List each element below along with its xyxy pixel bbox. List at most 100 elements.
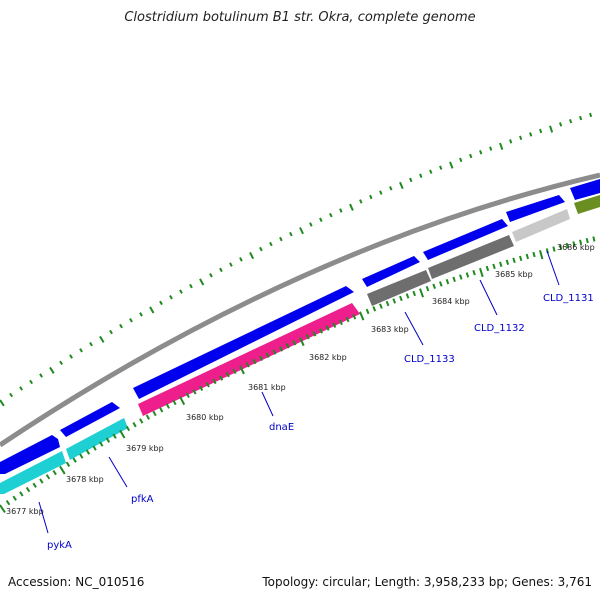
scale-tick — [112, 433, 117, 439]
outer-tick — [239, 257, 243, 262]
gene-label-leaders — [38, 250, 560, 534]
scale-tick — [479, 267, 484, 278]
scale-tick — [379, 303, 383, 309]
gene-pfkA[interactable] — [66, 418, 128, 460]
map-title: Clostridium botulinum B1 str. Okra, comp… — [124, 10, 476, 25]
scale-tick — [445, 278, 450, 285]
outer-tick — [319, 217, 323, 223]
scale-label: 3681 kbp — [248, 383, 286, 392]
outer-tick — [209, 273, 213, 278]
gene-label-CLD-1133[interactable]: CLD_1133 — [404, 354, 455, 365]
leader-dnaE — [261, 391, 274, 417]
scale-tick — [372, 306, 377, 312]
scale-tick — [205, 382, 210, 388]
scale-tick — [392, 298, 397, 304]
gene-arrow-forward-1[interactable] — [0, 435, 60, 474]
gene-pykA[interactable] — [0, 451, 66, 494]
scale-tick — [105, 437, 111, 443]
outer-tick — [459, 157, 463, 163]
scale-tick — [152, 410, 157, 417]
accession-label: Accession: NC_010516 — [8, 575, 145, 589]
scale-tick-ring — [0, 236, 596, 514]
scale-tick — [412, 290, 416, 297]
scale-label: 3686 kbp — [557, 243, 595, 252]
forward-strand-genes — [0, 179, 600, 474]
scale-tick — [332, 322, 337, 328]
gene-label-CLD-1131[interactable]: CLD_1131 — [543, 293, 594, 304]
scale-tick — [25, 486, 31, 493]
outer-tick — [139, 312, 143, 317]
scale-tick — [472, 270, 476, 276]
leader-CLD-1133 — [404, 311, 424, 346]
scale-tick — [199, 385, 204, 392]
scale-tick — [72, 457, 77, 463]
leader-CLD-1132 — [479, 279, 498, 316]
scale-label: 3680 kbp — [186, 413, 224, 422]
scale-tick — [465, 272, 470, 278]
gene-arrow-forward-4[interactable] — [362, 256, 420, 287]
outer-tick — [69, 354, 73, 359]
outer-tick — [189, 283, 193, 289]
scale-tick — [259, 355, 264, 362]
gene-CLD-1132[interactable] — [428, 235, 514, 279]
scale-tick — [5, 500, 11, 506]
outer-tick — [349, 203, 354, 211]
outer-tick — [389, 186, 393, 191]
scale-tick — [79, 453, 84, 459]
scale-tick — [539, 250, 544, 260]
scale-tick — [405, 293, 410, 299]
outer-tick — [549, 125, 554, 133]
gene-label-pfkA[interactable]: pfkA — [131, 494, 154, 505]
outer-tick — [569, 118, 573, 124]
scale-tick — [339, 319, 343, 326]
gene-arrow-forward-6[interactable] — [506, 195, 565, 222]
scale-label: 3678 kbp — [66, 475, 104, 484]
scale-tick — [65, 461, 71, 467]
scale-tick — [319, 328, 323, 334]
gene-arrow-forward-5[interactable] — [423, 219, 508, 260]
scale-tick — [59, 465, 66, 475]
gene-label-CLD-1132[interactable]: CLD_1132 — [474, 323, 525, 334]
outer-tick — [99, 335, 105, 343]
scale-tick — [559, 244, 563, 251]
outer-tick — [499, 142, 504, 150]
scale-tick — [85, 449, 91, 455]
scale-tick — [172, 399, 177, 406]
scale-tick — [305, 334, 310, 340]
leader-pykA — [38, 501, 49, 534]
gene-arrow-forward-2[interactable] — [60, 402, 120, 437]
outer-tick — [299, 227, 304, 235]
scale-tick — [439, 281, 443, 287]
outer-tick — [19, 386, 24, 391]
gene-CLD-1131[interactable] — [512, 209, 570, 242]
scale-tick — [325, 325, 330, 331]
outer-tick — [589, 112, 593, 118]
gene-olive-right[interactable] — [574, 195, 600, 214]
scale-tick — [99, 441, 104, 447]
scale-tick — [352, 314, 357, 320]
gene-arrow-forward-7[interactable] — [570, 179, 600, 200]
scale-tick — [459, 274, 463, 280]
scale-tick — [485, 265, 490, 272]
outer-tick — [29, 379, 34, 385]
outer-tick — [409, 177, 413, 183]
scale-tick — [525, 253, 530, 260]
scale-label: 3677 kbp — [6, 507, 44, 516]
scale-label: 3679 kbp — [126, 444, 164, 453]
scale-tick — [452, 276, 456, 283]
scale-tick — [432, 283, 436, 289]
gene-CLD-1133[interactable] — [367, 270, 431, 306]
outer-tick — [399, 181, 404, 190]
scale-tick — [579, 239, 583, 245]
scale-tick — [492, 263, 496, 270]
scale-tick — [232, 368, 237, 375]
scale-tick — [52, 469, 57, 476]
gene-label-pykA[interactable]: pykA — [47, 540, 72, 551]
gene-dnaE[interactable] — [138, 303, 360, 416]
gene-label-dnaE[interactable]: dnaE — [269, 422, 294, 433]
gene-arrow-forward-3[interactable] — [133, 286, 354, 399]
scale-tick — [425, 285, 430, 292]
scale-tick — [312, 331, 317, 337]
outer-tick — [429, 169, 433, 174]
